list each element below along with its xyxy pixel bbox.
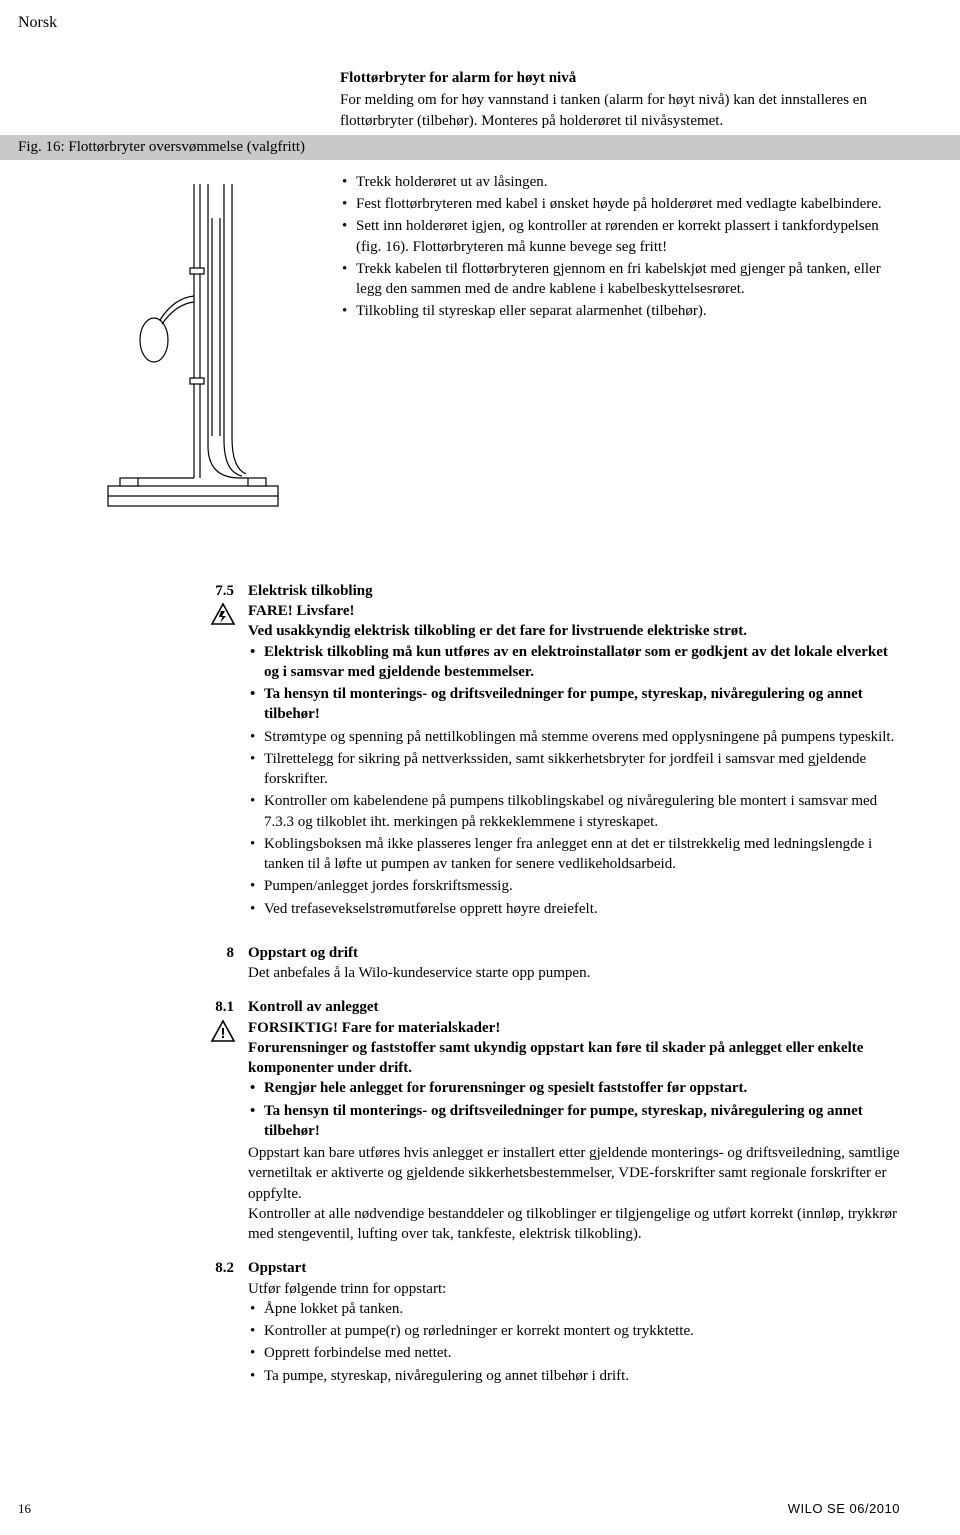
list-item: Ved trefasevekselstrømutførelse opprett … (248, 899, 900, 919)
list-item: Elektrisk tilkobling må kun utføres av e… (248, 642, 900, 683)
bold-bullets: Rengjør hele anlegget for forurensninger… (248, 1078, 900, 1141)
list-item: Kontroller at pumpe(r) og rørledninger e… (248, 1321, 900, 1341)
list-item: Rengjør hele anlegget for forurensninger… (248, 1078, 900, 1098)
caution-text: Forurensninger og faststoffer samt ukynd… (248, 1038, 900, 1079)
section-number: 8.2 (188, 1258, 248, 1388)
figure-column (0, 166, 340, 523)
list-item: Sett inn holderøret igjen, og kontroller… (340, 216, 900, 257)
list-item: Ta hensyn til monterings- og driftsveile… (248, 1101, 900, 1142)
steps-list: Trekk holderøret ut av låsingen. Fest fl… (340, 172, 900, 322)
section-title: Oppstart og drift (248, 943, 900, 963)
float-switch-diagram (90, 178, 290, 518)
section-title: Oppstart (248, 1258, 900, 1278)
list-item: Åpne lokket på tanken. (248, 1299, 900, 1319)
list-item: Ta hensyn til monterings- og driftsveile… (248, 684, 900, 725)
page-footer: 16 WILO SE 06/2010 (0, 1501, 960, 1517)
section-title: Kontroll av anlegget (248, 997, 900, 1017)
figure-caption-bar: Fig. 16: Flottørbryter oversvømmelse (va… (0, 135, 960, 160)
list-item: Tilrettelegg for sikring på nettverkssid… (248, 749, 900, 790)
intro-heading: Flottørbryter for alarm for høyt nivå (340, 68, 900, 88)
bold-bullets: Elektrisk tilkobling må kun utføres av e… (248, 642, 900, 725)
danger-text: Ved usakkyndig elektrisk tilkobling er d… (248, 621, 900, 641)
list-item: Tilkobling til styreskap eller separat a… (340, 301, 900, 321)
list-item: Kontroller om kabelendene på pumpens til… (248, 791, 900, 832)
paragraph: Oppstart kan bare utføres hvis anlegget … (248, 1143, 900, 1204)
intro-text: For melding om for høy vannstand i tanke… (340, 90, 900, 131)
list-item: Pumpen/anlegget jordes forskriftsmessig. (248, 876, 900, 896)
page-number: 16 (18, 1501, 31, 1517)
danger-icon (210, 602, 236, 632)
caution-label: FORSIKTIG! Fare for materialskader! (248, 1018, 900, 1038)
paragraph: Kontroller at alle nødvendige bestanddel… (248, 1204, 900, 1245)
section-text: Utfør følgende trinn for oppstart: (248, 1279, 900, 1299)
list-item: Ta pumpe, styreskap, nivåregulering og a… (248, 1366, 900, 1386)
steps-column: Trekk holderøret ut av låsingen. Fest fl… (340, 166, 960, 523)
svg-text:!: ! (221, 1025, 226, 1042)
list-item: Strømtype og spenning på nettilkoblingen… (248, 727, 900, 747)
intro-block: Flottørbryter for alarm for høyt nivå Fo… (340, 68, 900, 131)
bullets: Åpne lokket på tanken. Kontroller at pum… (248, 1299, 900, 1386)
language-header: Norsk (0, 0, 960, 36)
caution-icon: ! (210, 1019, 236, 1049)
list-item: Trekk holderøret ut av låsingen. (340, 172, 900, 192)
danger-label: FARE! Livsfare! (248, 601, 900, 621)
brand-footer: WILO SE 06/2010 (788, 1501, 900, 1517)
bullets: Strømtype og spenning på nettilkoblingen… (248, 727, 900, 919)
section-7-5: 7.5 Elektrisk tilkobling FARE! Livsfare!… (188, 581, 900, 921)
list-item: Koblingsboksen må ikke plasseres lenger … (248, 834, 900, 875)
list-item: Fest flottørbryteren med kabel i ønsket … (340, 194, 900, 214)
section-number: 8 (188, 943, 248, 984)
section-text: Det anbefales å la Wilo-kundeservice sta… (248, 963, 900, 983)
list-item: Opprett forbindelse med nettet. (248, 1343, 900, 1363)
section-title: Elektrisk tilkobling (248, 581, 900, 601)
section-8: 8 Oppstart og drift Det anbefales å la W… (188, 943, 900, 1388)
list-item: Trekk kabelen til flottørbryteren gjenno… (340, 259, 900, 300)
